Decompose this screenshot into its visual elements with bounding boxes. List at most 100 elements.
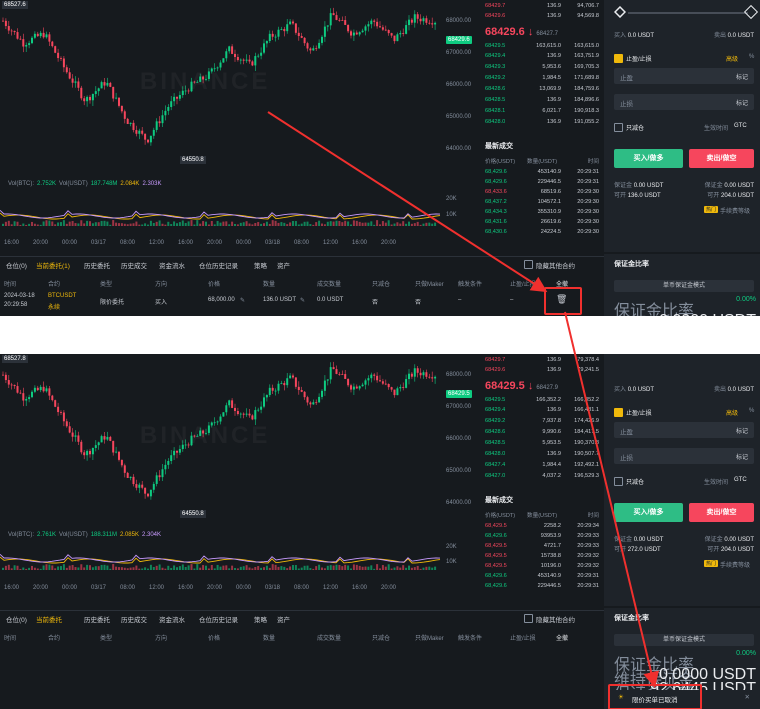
tp-input[interactable]: 止盈 标记 (614, 422, 754, 438)
bid-row[interactable]: 68429.2 7,937.8 174,426.9 (485, 418, 599, 426)
volume-bar (364, 222, 367, 226)
time-tick: 20:00 (381, 585, 397, 591)
bid-row[interactable]: 68428.0 136.9 191,055.2 (485, 119, 599, 127)
candle-body (326, 25, 329, 27)
bid-row[interactable]: 68429.3 5,953.6 169,705.3 (485, 64, 599, 72)
percent-icon[interactable]: % (749, 54, 755, 60)
advanced-link[interactable]: 高级 (726, 57, 739, 63)
bid-row[interactable]: 68428.5 5,953.5 190,370.8 (485, 440, 599, 448)
candlestick-chart[interactable] (0, 354, 446, 594)
tab-open-orders[interactable]: 当前委托 (36, 617, 62, 624)
volume-bar (341, 566, 344, 570)
margin-mode-button[interactable]: 单币保证金模式 (614, 634, 754, 646)
reduce-only-checkbox[interactable] (614, 123, 623, 132)
reduce-only-checkbox[interactable] (614, 477, 623, 486)
margin-mode-button[interactable]: 单币保证金模式 (614, 280, 754, 292)
tab-trade-history[interactable]: 历史成交 (121, 263, 147, 270)
hide-other-checkbox[interactable] (524, 614, 533, 623)
leverage-slider[interactable] (628, 12, 748, 14)
margin-ratio-value: 0.00% (736, 650, 756, 657)
bid-row[interactable]: 68428.6 9,990.6 184,417.5 (485, 429, 599, 437)
candle-body (54, 400, 57, 407)
hide-other-checkbox[interactable] (524, 260, 533, 269)
bid-row[interactable]: 68429.2 1,984.5 171,689.8 (485, 75, 599, 83)
tab-position-history[interactable]: 仓位历史记录 (199, 617, 238, 624)
bid-row[interactable]: 68429.4 136.9 166,481.1 (485, 407, 599, 415)
volume-bar (434, 222, 437, 226)
fee-level-link[interactable]: 手续费等级 (720, 563, 751, 569)
volume-bar (62, 564, 65, 570)
candlestick-chart[interactable] (0, 0, 446, 250)
candle-body (231, 400, 234, 408)
tab-assets[interactable]: 资产 (277, 263, 290, 270)
sl-input[interactable]: 止损 标记 (614, 448, 754, 464)
tab-assets[interactable]: 资产 (277, 617, 290, 624)
order-symbol[interactable]: BTCUSDT (48, 293, 77, 299)
tab-positions[interactable]: 仓位(0) (6, 617, 27, 624)
buy-long-button[interactable]: 买入/做多 (614, 149, 683, 168)
tab-positions[interactable]: 仓位(0) (6, 263, 27, 270)
fee-level-link[interactable]: 手续费等级 (720, 209, 751, 215)
bid-price: 68428.0 (485, 451, 506, 457)
percent-icon[interactable]: % (749, 408, 755, 414)
tpsl-checkbox[interactable] (614, 54, 623, 63)
price-chart[interactable]: 68527.6 64550.8 BINANCE 68000.00 67000.0… (0, 0, 477, 250)
candle-body (248, 59, 251, 62)
sl-mark-select[interactable]: 标记 (735, 101, 748, 107)
volume-bar (425, 222, 428, 226)
tp-input[interactable]: 止盈 标记 (614, 68, 754, 84)
bid-row[interactable]: 68428.5 136.9 184,896.6 (485, 97, 599, 105)
tab-strategy[interactable]: 策略 (254, 617, 267, 624)
cancel-all-button[interactable]: 全撤 (556, 636, 569, 642)
bid-row[interactable]: 68428.0 136.9 190,507.7 (485, 451, 599, 459)
candle-body (25, 399, 28, 401)
tif-select[interactable]: GTC (734, 123, 747, 129)
tab-position-history[interactable]: 仓位历史记录 (199, 263, 238, 270)
sell-open: 可开 204.0 USDT (707, 544, 754, 553)
edit-price-icon[interactable]: ✎ (240, 298, 246, 304)
bid-row[interactable]: 68428.6 13,069.9 184,759.6 (485, 86, 599, 94)
bid-row[interactable]: 68429.4 136.9 163,751.9 (485, 53, 599, 61)
tab-order-history[interactable]: 历史委托 (84, 617, 110, 624)
volume-bar (225, 565, 228, 570)
sell-short-button[interactable]: 卖出/做空 (689, 503, 754, 522)
cancel-all-button[interactable]: 全撤 (556, 282, 569, 288)
ask-row[interactable]: 68429.7 136.9 94,706.7 (485, 3, 599, 11)
ask-row[interactable]: 68429.7 136.9 79,378.4 (485, 357, 599, 365)
candle-body (405, 379, 408, 388)
trash-icon[interactable]: 🗑 (556, 294, 568, 304)
close-icon[interactable]: ✕ (744, 694, 750, 701)
sl-mark-select[interactable]: 标记 (735, 455, 748, 461)
candle-body (341, 19, 344, 21)
volume-bar (396, 566, 399, 570)
slider-diamond-icon[interactable] (613, 5, 628, 20)
advanced-link[interactable]: 高级 (726, 411, 739, 417)
high-price-label: 68527.6 (2, 1, 28, 9)
candle-body (390, 33, 393, 36)
bid-row[interactable]: 68427.4 1,984.4 192,492.1 (485, 462, 599, 470)
tp-mark-select[interactable]: 标记 (735, 429, 748, 435)
edit-qty-icon[interactable]: ✎ (300, 298, 306, 304)
volume-bar (236, 568, 239, 570)
bid-row[interactable]: 68429.5 163,615.0 163,615.0 (485, 43, 599, 51)
tif-select[interactable]: GTC (734, 477, 747, 483)
ask-row[interactable]: 68429.6 136.9 79,241.5 (485, 367, 599, 375)
tab-trade-history[interactable]: 历史成交 (121, 617, 147, 624)
sl-input[interactable]: 止损 标记 (614, 94, 754, 110)
tab-strategy[interactable]: 策略 (254, 263, 267, 270)
tab-transaction-history[interactable]: 资金流水 (159, 617, 185, 624)
tab-order-history[interactable]: 历史委托 (84, 263, 110, 270)
bid-row[interactable]: 68429.5 166,352.2 166,352.2 (485, 397, 599, 405)
candle-body (419, 18, 422, 22)
bid-row[interactable]: 68428.1 6,021.7 190,918.3 (485, 108, 599, 116)
tab-open-orders[interactable]: 当前委托(1) (36, 263, 70, 270)
tp-mark-select[interactable]: 标记 (735, 75, 748, 81)
price-chart[interactable]: 68527.8 64550.8 BINANCE 68000.00 67000.0… (0, 354, 477, 594)
volume-bar (402, 565, 405, 570)
ask-row[interactable]: 68429.6 136.9 94,569.8 (485, 13, 599, 21)
bid-row[interactable]: 68427.0 4,037.2 196,529.3 (485, 473, 599, 481)
tpsl-checkbox[interactable] (614, 408, 623, 417)
sell-short-button[interactable]: 卖出/做空 (689, 149, 754, 168)
tab-transaction-history[interactable]: 资金流水 (159, 263, 185, 270)
buy-long-button[interactable]: 买入/做多 (614, 503, 683, 522)
